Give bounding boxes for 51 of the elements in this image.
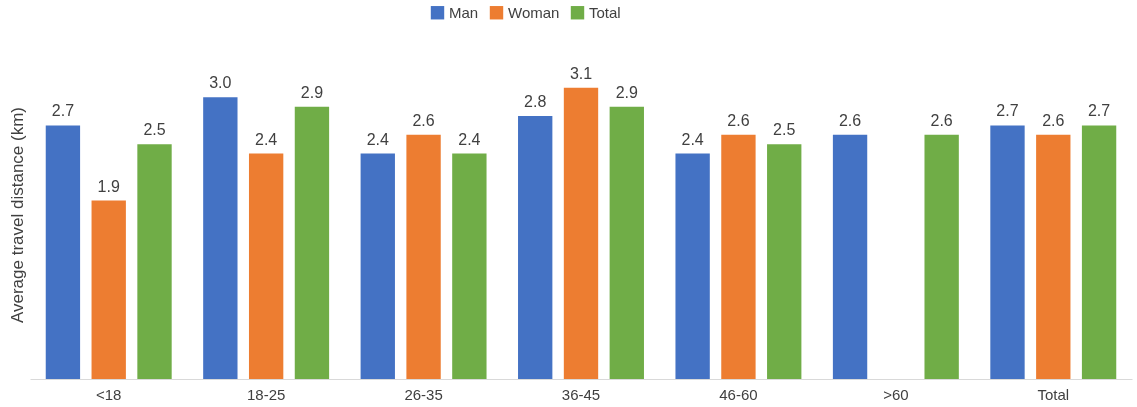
data-label: 2.9 <box>615 83 639 101</box>
bar <box>767 144 802 379</box>
x-tick-label: 46-60 <box>719 385 758 403</box>
data-label: 2.8 <box>524 93 547 111</box>
bar <box>675 153 710 379</box>
bar <box>248 153 284 379</box>
legend-label: Woman <box>508 3 560 21</box>
bar <box>924 134 959 379</box>
data-label: 2.5 <box>143 121 166 139</box>
data-label: 2.4 <box>255 130 278 148</box>
legend-label: Total <box>589 3 621 21</box>
bar <box>294 106 330 379</box>
x-tick-label: Total <box>1037 385 1070 403</box>
bar <box>832 134 868 379</box>
data-label: 1.9 <box>97 177 120 195</box>
bar <box>990 125 1025 379</box>
data-label: 3.0 <box>209 74 232 92</box>
data-label: 2.7 <box>51 102 75 120</box>
bar <box>203 97 238 379</box>
x-tick-label: 18-25 <box>246 385 286 403</box>
data-label: 2.5 <box>773 121 796 139</box>
bar <box>91 200 126 379</box>
bar <box>609 106 644 379</box>
bar <box>1036 134 1071 379</box>
bar <box>45 125 81 379</box>
data-label: 2.6 <box>412 111 435 129</box>
x-tick-label: >60 <box>883 385 909 403</box>
data-label: 2.7 <box>1087 102 1111 120</box>
x-tick-label: 36-45 <box>561 385 601 403</box>
data-label: 2.6 <box>930 111 953 129</box>
bar <box>452 153 487 379</box>
data-label: 2.6 <box>838 111 862 129</box>
bar <box>518 116 553 379</box>
x-tick-label: <18 <box>95 385 122 403</box>
x-tick-label: 26-35 <box>404 385 443 403</box>
bar <box>137 144 172 379</box>
bar <box>721 134 756 379</box>
data-label: 3.1 <box>569 64 593 82</box>
data-label: 2.9 <box>300 83 324 101</box>
data-label: 2.7 <box>996 102 1019 120</box>
data-label: 2.6 <box>727 111 750 129</box>
bar <box>1081 125 1117 379</box>
data-label: 2.6 <box>1042 111 1065 129</box>
data-label: 2.4 <box>366 130 389 148</box>
y-axis-title: Average travel distance (km) <box>7 106 27 324</box>
data-label: 2.4 <box>681 130 704 148</box>
legend-label: Man <box>449 3 479 21</box>
data-label: 2.4 <box>458 130 481 148</box>
bar <box>360 153 395 379</box>
bar <box>406 134 441 379</box>
bar <box>563 87 599 379</box>
